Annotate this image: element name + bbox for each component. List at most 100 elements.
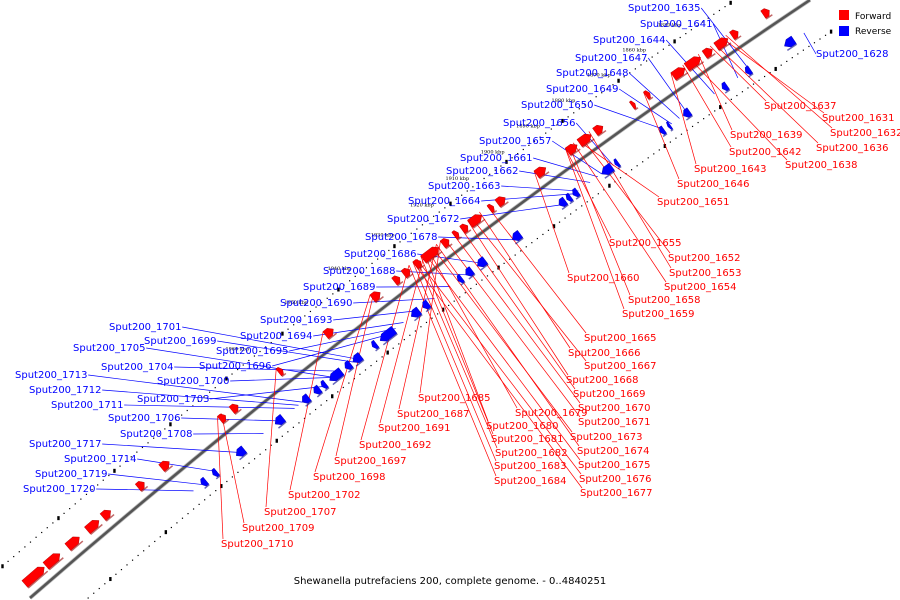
reverse-gene-label[interactable]: Sput200_1648: [556, 68, 629, 79]
forward-gene-label[interactable]: Sput200_1709: [242, 523, 315, 534]
forward-gene-label[interactable]: Sput200_1643: [694, 164, 767, 175]
reverse-gene-label[interactable]: Sput200_1703: [137, 394, 210, 405]
forward-gene-label[interactable]: Sput200_1631: [822, 113, 895, 124]
forward-gene-label[interactable]: Sput200_1652: [668, 253, 741, 264]
reverse-gene-label[interactable]: Sput200_1678: [365, 232, 438, 243]
forward-gene-label[interactable]: Sput200_1692: [359, 440, 432, 451]
reverse-gene-label[interactable]: Sput200_1719: [35, 469, 108, 480]
reverse-gene-label[interactable]: Sput200_1699: [144, 336, 217, 347]
forward-gene-label[interactable]: Sput200_1639: [730, 130, 803, 141]
tick-dot: [657, 52, 659, 54]
forward-gene-label[interactable]: Sput200_1646: [677, 179, 750, 190]
forward-gene-label[interactable]: Sput200_1659: [622, 309, 695, 320]
forward-gene-label[interactable]: Sput200_1687: [397, 409, 470, 420]
forward-gene-label[interactable]: Sput200_1653: [669, 268, 742, 279]
forward-gene-label[interactable]: Sput200_1691: [378, 423, 451, 434]
forward-gene-label[interactable]: Sput200_1636: [816, 143, 889, 154]
forward-gene-label[interactable]: Sput200_1658: [628, 295, 701, 306]
forward-gene-label[interactable]: Sput200_1707: [264, 507, 337, 518]
reverse-gene-label[interactable]: Sput200_1649: [546, 84, 619, 95]
reverse-gene-label[interactable]: Sput200_1708: [120, 429, 193, 440]
forward-gene-label[interactable]: Sput200_1673: [570, 432, 643, 443]
reverse-leader-line: [146, 347, 334, 378]
tick-dot: [18, 551, 20, 553]
forward-gene-label[interactable]: Sput200_1668: [566, 375, 639, 386]
forward-gene-label[interactable]: Sput200_1674: [577, 446, 650, 457]
reverse-gene-label[interactable]: Sput200_1705: [73, 343, 146, 354]
forward-gene-label[interactable]: Sput200_1683: [494, 461, 567, 472]
forward-gene-label[interactable]: Sput200_1685: [418, 393, 491, 404]
reverse-gene-label[interactable]: Sput200_1706: [108, 413, 181, 424]
reverse-gene-label[interactable]: Sput200_1690: [280, 298, 353, 309]
reverse-gene-label[interactable]: Sput200_1700: [157, 376, 230, 387]
reverse-gene-label[interactable]: Sput200_1712: [29, 385, 102, 396]
reverse-gene-label[interactable]: Sput200_1711: [51, 400, 124, 411]
reverse-gene-label[interactable]: Sput200_1720: [23, 484, 96, 495]
forward-gene-label[interactable]: Sput200_1632: [830, 128, 900, 139]
reverse-gene-label[interactable]: Sput200_1644: [593, 35, 666, 46]
forward-gene-label[interactable]: Sput200_1638: [785, 160, 858, 171]
forward-gene-label[interactable]: Sput200_1682: [495, 448, 568, 459]
reverse-gene-label[interactable]: Sput200_1662: [446, 166, 519, 177]
tick-dot: [293, 324, 295, 326]
reverse-gene-label[interactable]: Sput200_1663: [428, 181, 501, 192]
reverse-gene-label[interactable]: Sput200_1650: [521, 100, 594, 111]
forward-gene-arrow: [99, 509, 115, 522]
forward-gene-label[interactable]: Sput200_1660: [567, 273, 640, 284]
reverse-gene-label[interactable]: Sput200_1696: [199, 361, 272, 372]
forward-gene-label[interactable]: Sput200_1679: [515, 408, 588, 419]
reverse-gene-label[interactable]: Sput200_1693: [260, 315, 333, 326]
forward-gene-label[interactable]: Sput200_1677: [580, 488, 653, 499]
forward-gene-label[interactable]: Sput200_1655: [609, 238, 682, 249]
reverse-gene-label[interactable]: Sput200_1714: [64, 454, 137, 465]
reverse-gene-label[interactable]: Sput200_1688: [323, 266, 396, 277]
reverse-gene-label[interactable]: Sput200_1689: [303, 282, 376, 293]
forward-gene-label[interactable]: Sput200_1665: [584, 333, 657, 344]
forward-gene-label[interactable]: Sput200_1666: [568, 348, 641, 359]
forward-gene-label[interactable]: Sput200_1710: [221, 539, 294, 550]
forward-gene-label[interactable]: Sput200_1670: [578, 403, 651, 414]
reverse-gene-label[interactable]: Sput200_1672: [387, 214, 460, 225]
reverse-gene-label[interactable]: Sput200_1628: [816, 49, 889, 60]
forward-leader-line: [408, 265, 497, 477]
forward-gene-label[interactable]: Sput200_1680: [486, 421, 559, 432]
forward-gene-label[interactable]: Sput200_1697: [334, 456, 407, 467]
tick-dot: [1, 564, 4, 569]
forward-gene-label[interactable]: Sput200_1669: [573, 389, 646, 400]
tick-dot: [714, 110, 716, 112]
reverse-gene-label[interactable]: Sput200_1657: [479, 136, 552, 147]
tick-dot: [769, 72, 771, 74]
reverse-gene-label[interactable]: Sput200_1695: [216, 346, 289, 357]
forward-gene-label[interactable]: Sput200_1654: [664, 282, 737, 293]
tick-dot: [348, 382, 350, 384]
reverse-gene-label[interactable]: Sput200_1641: [640, 19, 713, 30]
forward-gene-arrow: [670, 67, 689, 82]
reverse-gene-label[interactable]: Sput200_1704: [101, 362, 174, 373]
reverse-gene-label[interactable]: Sput200_1694: [240, 331, 313, 342]
reverse-gene-label[interactable]: Sput200_1717: [29, 439, 102, 450]
forward-gene-label[interactable]: Sput200_1684: [494, 476, 567, 487]
forward-leader-line: [682, 64, 732, 148]
reverse-gene-label[interactable]: Sput200_1701: [109, 322, 182, 333]
tick-dot: [63, 512, 65, 514]
forward-gene-label[interactable]: Sput200_1675: [578, 460, 651, 471]
forward-gene-label[interactable]: Sput200_1642: [729, 147, 802, 158]
reverse-gene-label[interactable]: Sput200_1635: [628, 3, 701, 14]
reverse-gene-label[interactable]: Sput200_1686: [344, 249, 417, 260]
forward-gene-label[interactable]: Sput200_1702: [288, 490, 361, 501]
reverse-gene-label[interactable]: Sput200_1661: [460, 153, 533, 164]
forward-gene-label[interactable]: Sput200_1637: [764, 101, 837, 112]
reverse-gene-label[interactable]: Sput200_1713: [15, 370, 88, 381]
forward-gene-label[interactable]: Sput200_1698: [313, 472, 386, 483]
reverse-gene-label[interactable]: Sput200_1656: [503, 118, 576, 129]
reverse-gene-label[interactable]: Sput200_1664: [408, 196, 481, 207]
forward-gene-label[interactable]: Sput200_1681: [491, 434, 564, 445]
forward-gene-label[interactable]: Sput200_1667: [584, 361, 657, 372]
reverse-gene-label[interactable]: Sput200_1647: [575, 53, 648, 64]
forward-gene-label[interactable]: Sput200_1676: [579, 474, 652, 485]
tick-dot: [691, 125, 694, 128]
reverse-leader-line: [230, 377, 334, 382]
forward-gene-label[interactable]: Sput200_1671: [578, 417, 651, 428]
forward-gene-label[interactable]: Sput200_1651: [657, 197, 730, 208]
tick-dot: [647, 157, 649, 159]
